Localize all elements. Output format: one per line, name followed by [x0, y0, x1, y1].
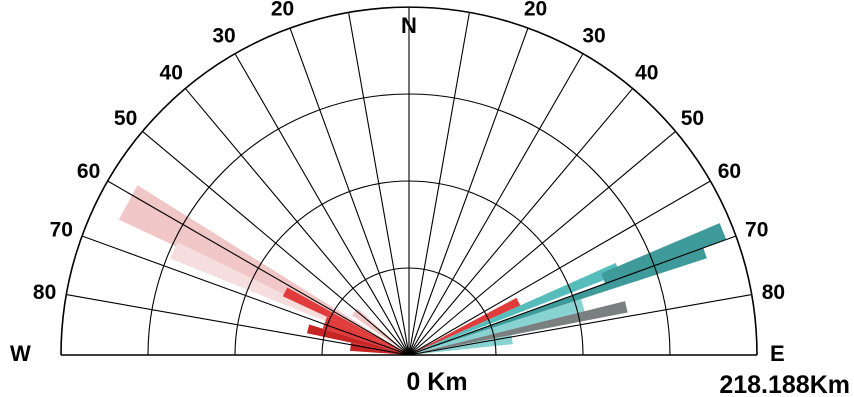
wedge-layer — [118, 185, 727, 355]
east-label: E — [770, 341, 785, 366]
tick-label-right-30: 30 — [582, 25, 605, 48]
tick-label-right-80: 80 — [762, 281, 785, 304]
wedge-e-8 — [409, 263, 621, 355]
tick-label-left-30: 30 — [212, 25, 235, 48]
tick-label-left-60: 60 — [77, 160, 100, 183]
radial-line — [184, 88, 410, 356]
tick-label-left-10: 10 — [333, 0, 356, 4]
radial-line — [66, 294, 410, 356]
radial-line — [408, 88, 634, 356]
radial-line — [408, 180, 711, 356]
radius-label-center: 0 Km — [406, 368, 467, 396]
radial-line — [408, 130, 676, 356]
tick-label-left-50: 50 — [114, 107, 137, 130]
radius-label-edge: 218.188Km — [719, 371, 850, 397]
wedge-e-11 — [409, 299, 585, 355]
radial-line — [408, 235, 737, 356]
radial-line — [408, 53, 584, 356]
wedge-w-3 — [322, 316, 409, 355]
wedge-e-7 — [409, 297, 521, 355]
tick-label-left-40: 40 — [160, 62, 183, 85]
radial-line — [107, 180, 410, 356]
tick-label-left-70: 70 — [50, 219, 73, 242]
tick-label-left-20: 20 — [271, 0, 294, 20]
west-label: W — [10, 341, 31, 366]
north-label: N — [401, 13, 417, 38]
tick-label-right-70: 70 — [745, 219, 768, 242]
polar-grid — [60, 6, 758, 356]
radial-line — [408, 27, 529, 356]
radial-line — [348, 12, 410, 356]
wedge-w-4 — [306, 324, 409, 355]
radial-line — [408, 294, 752, 356]
angle-tick-labels: 10 20 30 40 50 60 70 80 10 20 30 40 50 60 70 80 — [33, 0, 785, 304]
tick-label-right-50: 50 — [681, 107, 704, 130]
radial-line — [289, 27, 410, 356]
wedge-e-12 — [409, 301, 628, 355]
radial-line — [408, 12, 470, 356]
tick-label-right-40: 40 — [635, 62, 658, 85]
radial-line — [142, 130, 410, 356]
tick-label-right-10: 10 — [462, 0, 485, 4]
radial-line — [81, 235, 410, 356]
tick-label-right-60: 60 — [718, 160, 741, 183]
tick-label-right-20: 20 — [524, 0, 547, 20]
wedge-e-9 — [601, 223, 727, 284]
tick-label-left-80: 80 — [33, 281, 56, 304]
wedge-w-2 — [282, 287, 409, 355]
radial-line — [234, 53, 410, 356]
